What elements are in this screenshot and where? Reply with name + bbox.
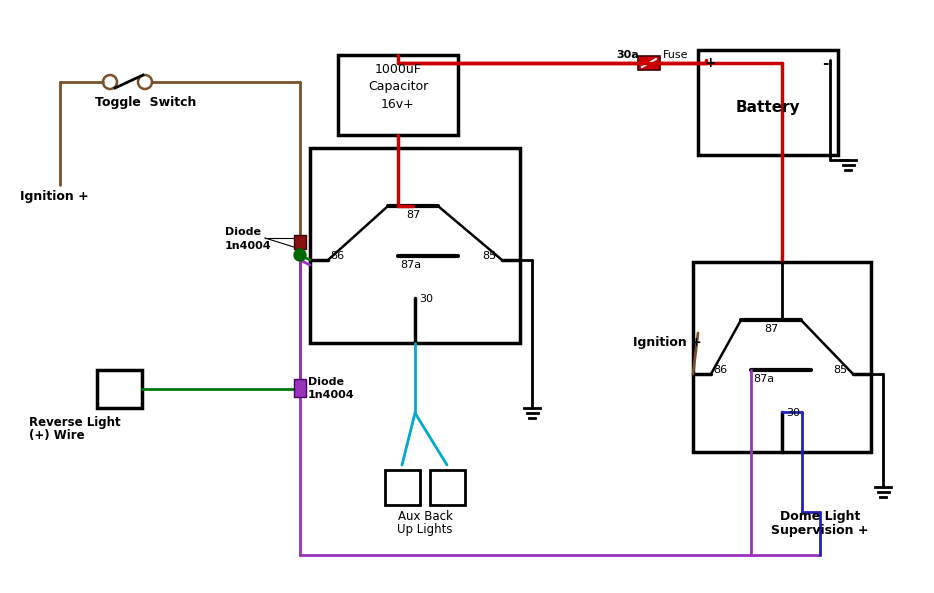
Text: 87: 87 [764, 324, 778, 334]
Text: Toggle  Switch: Toggle Switch [95, 96, 196, 109]
Text: Up Lights: Up Lights [397, 523, 453, 536]
Text: 30: 30 [419, 294, 433, 304]
Text: Ignition +: Ignition + [633, 336, 701, 349]
Bar [698, 50, 838, 155]
Text: 1n4004: 1n4004 [225, 241, 272, 251]
Bar [310, 148, 520, 343]
Text: 85: 85 [482, 251, 496, 261]
Bar [294, 235, 306, 249]
Text: Reverse Light: Reverse Light [29, 416, 120, 429]
Text: 30: 30 [786, 408, 800, 418]
Bar [385, 470, 420, 505]
Text: 86: 86 [330, 251, 344, 261]
Text: Diode: Diode [308, 377, 344, 387]
Text: Ignition +: Ignition + [20, 190, 89, 203]
Text: Aux Back: Aux Back [398, 510, 452, 523]
Text: 16v+: 16v+ [381, 98, 415, 111]
Text: Dome Light: Dome Light [780, 510, 860, 523]
Bar [693, 262, 871, 452]
Text: +: + [704, 56, 715, 70]
Text: 1n4004: 1n4004 [308, 390, 355, 400]
Text: 86: 86 [713, 365, 728, 375]
Text: Diode: Diode [225, 227, 261, 237]
Bar [430, 470, 465, 505]
Text: 30a: 30a [616, 50, 639, 60]
Bar [294, 379, 306, 397]
Circle shape [294, 249, 306, 261]
Bar [97, 370, 142, 408]
Text: -: - [822, 56, 828, 71]
Text: Capacitor: Capacitor [368, 80, 428, 93]
Text: Fuse: Fuse [663, 50, 688, 60]
Text: 1000uF: 1000uF [375, 63, 421, 76]
Text: 87: 87 [406, 210, 420, 220]
Text: 87a: 87a [753, 374, 774, 384]
Text: Battery: Battery [736, 100, 800, 115]
Text: 87a: 87a [400, 260, 421, 270]
Text: 85: 85 [833, 365, 847, 375]
Text: (+) Wire: (+) Wire [29, 429, 85, 442]
Text: Supervision +: Supervision + [771, 524, 869, 537]
Bar [638, 56, 660, 70]
Bar [338, 55, 458, 135]
